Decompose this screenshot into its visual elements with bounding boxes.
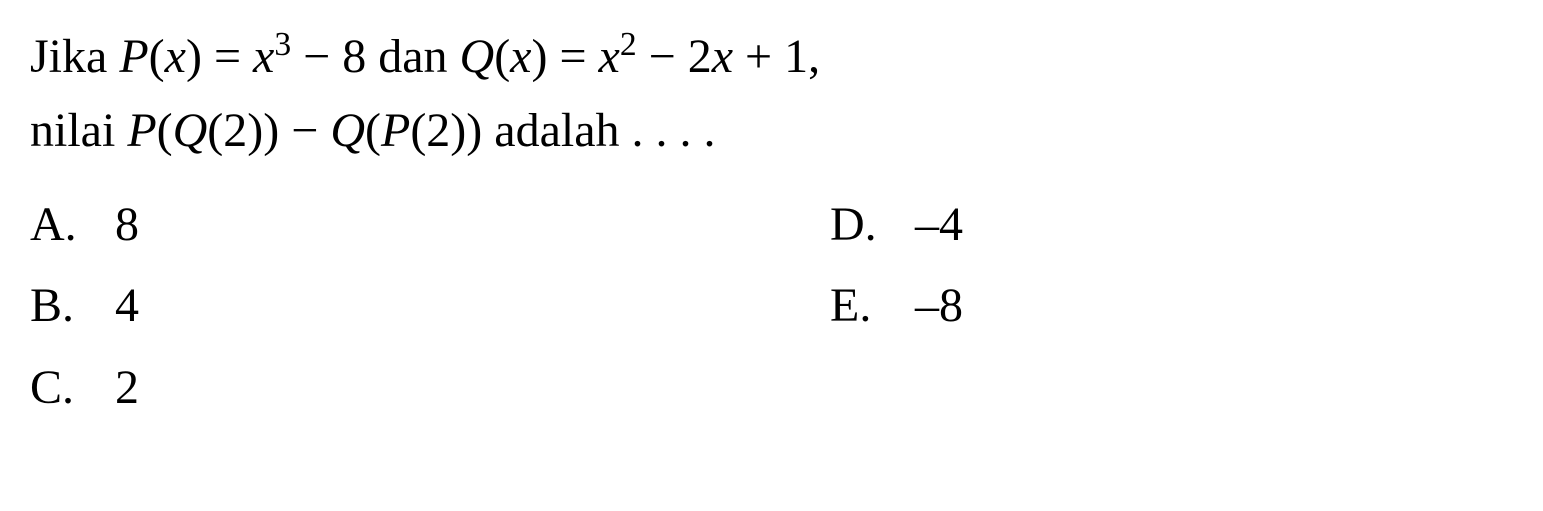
lparen-6: ( (410, 104, 426, 157)
two-2: 2 (426, 104, 450, 157)
func-q-2: Q (173, 104, 208, 157)
option-b-letter: B. (30, 265, 115, 347)
option-a-letter: A. (30, 184, 115, 266)
func-p-2: P (127, 104, 156, 157)
question-stem: Jika P(x) = x3 − 8 dan Q(x) = x2 − 2x + … (30, 20, 1513, 169)
options-column-left: A. 8 B. 4 C. 2 (30, 184, 830, 429)
lparen-2: ( (494, 30, 510, 83)
x-cubed-base: x (253, 30, 274, 83)
option-d-value: –4 (915, 184, 963, 266)
minus-8: − 8 (291, 30, 366, 83)
lparen-1: ( (149, 30, 165, 83)
rparen-6: ) (466, 104, 482, 157)
eq-1: = (202, 30, 253, 83)
eq-2: = (547, 30, 598, 83)
option-a: A. 8 (30, 184, 830, 266)
rparen-3: ) (247, 104, 263, 157)
option-c-value: 2 (115, 347, 139, 429)
x-cubed-exp: 3 (274, 26, 291, 63)
option-b: B. 4 (30, 265, 830, 347)
lparen-4: ( (207, 104, 223, 157)
func-q: Q (460, 30, 495, 83)
var-x-1: x (165, 30, 186, 83)
rparen-5: ) (450, 104, 466, 157)
answer-options: A. 8 B. 4 C. 2 D. –4 E. –8 (30, 184, 1513, 429)
rparen-4: ) (263, 104, 279, 157)
func-q-3: Q (330, 104, 365, 157)
var-x-2: x (510, 30, 531, 83)
text-nilai: nilai (30, 104, 127, 157)
two-1: 2 (223, 104, 247, 157)
text-jika: Jika (30, 30, 119, 83)
option-c-letter: C. (30, 347, 115, 429)
lparen-5: ( (365, 104, 381, 157)
rparen-1: ) (186, 30, 202, 83)
x-sq-exp: 2 (620, 26, 637, 63)
option-b-value: 4 (115, 265, 139, 347)
option-e: E. –8 (830, 265, 1330, 347)
option-c: C. 2 (30, 347, 830, 429)
minus-2x: − 2 (637, 30, 712, 83)
lparen-3: ( (157, 104, 173, 157)
rparen-2: ) (531, 30, 547, 83)
option-d-letter: D. (830, 184, 915, 266)
func-p-3: P (381, 104, 410, 157)
text-dan: dan (366, 30, 459, 83)
text-adalah: adalah . . . . (482, 104, 715, 157)
option-e-value: –8 (915, 265, 963, 347)
option-a-value: 8 (115, 184, 139, 266)
option-d: D. –4 (830, 184, 1330, 266)
var-x-3: x (712, 30, 733, 83)
func-p: P (119, 30, 148, 83)
minus-op: − (279, 104, 330, 157)
x-sq-base: x (599, 30, 620, 83)
option-e-letter: E. (830, 265, 915, 347)
options-column-right: D. –4 E. –8 (830, 184, 1330, 429)
plus-1: + 1, (733, 30, 820, 83)
